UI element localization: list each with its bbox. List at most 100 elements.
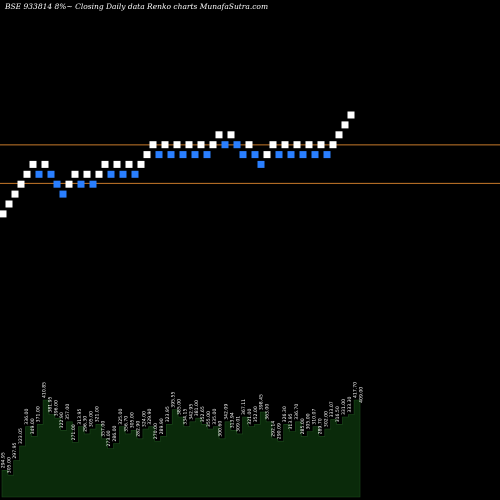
brick-down	[53, 180, 61, 188]
close-label: 381.00	[194, 400, 200, 416]
brick-down	[311, 151, 319, 159]
brick-down	[233, 141, 241, 149]
brick-up	[341, 121, 349, 129]
close-label: 323.95	[165, 406, 171, 422]
close-label: 352.00	[253, 406, 259, 422]
close-label: 331.00	[341, 399, 347, 415]
brick-down	[179, 151, 187, 159]
close-label: 305.00	[130, 412, 136, 428]
close-label: 313.95	[288, 413, 294, 429]
close-label: 305.00	[89, 411, 95, 427]
brick-down	[155, 151, 163, 159]
brick-up	[269, 141, 277, 149]
brick-up	[41, 160, 49, 168]
brick-up	[227, 131, 235, 139]
close-label: 367.11	[241, 399, 247, 415]
close-label: 398.45	[259, 394, 265, 410]
brick-down	[89, 180, 97, 188]
brick-up	[125, 160, 133, 168]
brick-up	[29, 160, 37, 168]
volume-area	[1, 399, 361, 498]
brick-up	[101, 160, 109, 168]
close-label: 294.95	[1, 452, 7, 468]
close-label: 324.00	[141, 411, 147, 427]
close-label: 334.15	[182, 409, 188, 425]
close-label: 395.55	[171, 392, 177, 408]
close-label: 297.95	[12, 442, 18, 458]
close-label: 270.00	[153, 423, 159, 439]
close-label: 290.09	[276, 423, 282, 439]
brick-down	[167, 151, 175, 159]
brick-up	[0, 210, 7, 218]
close-label: 349.00	[30, 418, 36, 434]
brick-down	[47, 170, 55, 178]
close-label: 363.00	[265, 404, 271, 420]
brick-up	[161, 141, 169, 149]
brick-down	[203, 151, 211, 159]
close-label: 356.70	[124, 416, 130, 432]
close-label: 286.00	[112, 425, 118, 441]
close-label: 313.94	[229, 412, 235, 428]
brick-up	[215, 131, 223, 139]
brick-up	[293, 141, 301, 149]
close-label: 289.90	[159, 418, 165, 434]
brick-up	[137, 160, 145, 168]
close-label: 357.00	[100, 421, 106, 437]
brick-down	[299, 151, 307, 159]
close-label: 285.00	[300, 418, 306, 434]
close-label: 342.09	[224, 404, 230, 420]
close-label: 336.00	[24, 409, 30, 425]
brick-up	[5, 200, 13, 208]
brick-down	[119, 170, 127, 178]
brick-up	[11, 190, 19, 198]
close-label: 305.00	[6, 457, 12, 473]
close-label: 316.50	[335, 406, 341, 422]
brick-down	[257, 160, 265, 168]
brick-down	[221, 141, 229, 149]
brick-up	[305, 141, 313, 149]
brick-down	[59, 190, 67, 198]
brick-up	[23, 170, 31, 178]
close-label: 300.60	[218, 421, 224, 437]
brick-up	[281, 141, 289, 149]
close-label: 333.07	[329, 401, 335, 417]
close-label: 292.14	[271, 421, 277, 437]
brick-up	[95, 170, 103, 178]
brick-down	[287, 151, 295, 159]
close-label: 371.00	[36, 406, 42, 422]
brick-down	[323, 151, 331, 159]
brick-up	[263, 151, 271, 159]
close-label: 271.00	[71, 424, 77, 440]
close-label: 336.70	[294, 404, 300, 420]
brick-down	[131, 170, 139, 178]
close-label: 325.00	[118, 409, 124, 425]
close-label: 352.65	[200, 406, 206, 422]
brick-down	[107, 170, 115, 178]
close-label: 296.30	[83, 416, 89, 432]
close-label: 321.00	[247, 409, 253, 425]
close-label: 313.95	[77, 409, 83, 425]
brick-up	[347, 111, 355, 119]
close-label: 385.00	[177, 399, 183, 415]
close-label: 381.95	[48, 396, 54, 412]
close-label: 323.05	[18, 428, 24, 444]
close-label: 310.07	[312, 409, 318, 425]
close-label: 396.00	[53, 400, 59, 416]
brick-up	[143, 151, 151, 159]
close-label: 410.85	[42, 382, 48, 398]
brick-down	[251, 151, 259, 159]
close-label: 273.00	[106, 430, 112, 446]
brick-up	[329, 141, 337, 149]
close-label: 417.70	[353, 382, 359, 398]
close-label: 355.00	[206, 411, 212, 427]
brick-up	[209, 141, 217, 149]
close-label: 333.30	[347, 396, 353, 412]
brick-up	[317, 141, 325, 149]
close-label: 409.00	[359, 387, 365, 403]
close-label: 357.00	[65, 404, 71, 420]
brick-up	[185, 141, 193, 149]
close-label: 289.70	[317, 418, 323, 434]
brick-up	[149, 141, 157, 149]
close-label: 322.90	[59, 412, 65, 428]
